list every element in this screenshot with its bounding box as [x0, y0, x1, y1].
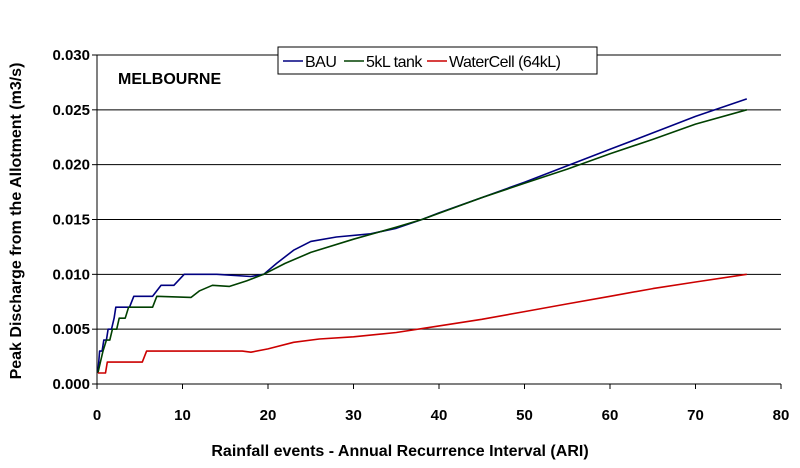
y-axis-title: Peak Discharge from the Allotment (m3/s) [8, 63, 25, 380]
x-tick-label: 60 [602, 407, 619, 424]
x-tick-label: 20 [260, 407, 277, 424]
x-tick-label: 40 [431, 407, 448, 424]
legend: BAU 5kL tank WaterCell (64kL) [277, 46, 598, 75]
x-tick-label: 0 [93, 407, 101, 424]
y-tick-label: 0.000 [52, 376, 90, 393]
series-line-1 [97, 109, 748, 374]
chart-annotation: MELBOURNE [118, 71, 221, 88]
y-tick-label: 0.005 [52, 321, 90, 338]
x-tick-label: 80 [773, 407, 790, 424]
y-tick-label: 0.025 [52, 102, 90, 119]
axes [96, 55, 781, 385]
y-tick-label: 0.010 [52, 266, 90, 283]
series-line-2 [97, 273, 747, 374]
legend-label-0: BAU [305, 54, 336, 71]
x-tick-labels: 0 10 20 30 40 50 60 70 80 [93, 407, 790, 424]
grid-lines [92, 54, 782, 389]
x-tick-label: 10 [174, 407, 191, 424]
x-tick-label: 30 [345, 407, 362, 424]
y-tick-label: 0.030 [52, 47, 90, 64]
series-lines [97, 98, 748, 374]
x-axis-title: Rainfall events - Annual Recurrence Inte… [211, 443, 588, 460]
legend-label-2: WaterCell (64kL) [449, 54, 561, 71]
x-tick-label: 50 [516, 407, 533, 424]
y-tick-label: 0.015 [52, 212, 90, 229]
legend-label-1: 5kL tank [366, 54, 423, 71]
y-tick-labels: 0.000 0.005 0.010 0.015 0.020 0.025 0.030 [52, 47, 90, 393]
y-tick-label: 0.020 [52, 157, 90, 174]
x-tick-label: 70 [687, 407, 704, 424]
